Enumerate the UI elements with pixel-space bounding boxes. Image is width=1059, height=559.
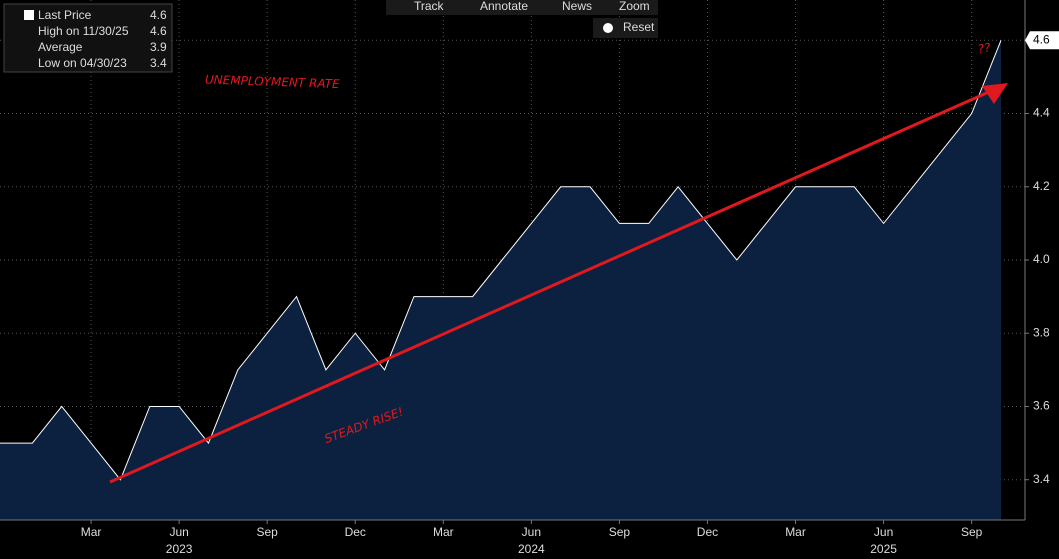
toolbar-button[interactable]: Zoom bbox=[619, 0, 650, 13]
area bbox=[0, 40, 1001, 521]
x-tick-label: Mar bbox=[785, 525, 806, 539]
arrow bbox=[109, 85, 1001, 484]
annotation: ?? bbox=[977, 40, 993, 56]
x-tick-label: Dec bbox=[697, 525, 718, 539]
y-tick-label: 4.2 bbox=[1033, 179, 1050, 193]
y-tick-label: 3.6 bbox=[1033, 399, 1050, 413]
toolbar-button[interactable]: Annotate bbox=[480, 0, 528, 13]
reset-icon bbox=[603, 23, 613, 33]
x-year-label: 2024 bbox=[518, 542, 545, 556]
x-year-label: 2025 bbox=[870, 542, 897, 556]
y-tick-label: 4.0 bbox=[1033, 252, 1050, 266]
x-tick-label: Jun bbox=[874, 525, 893, 539]
last-value-label: 4.6 bbox=[1033, 32, 1050, 46]
legend-value: 4.6 bbox=[150, 8, 167, 22]
toolbar-button[interactable]: Reset bbox=[623, 20, 655, 34]
x-tick-label: Jun bbox=[169, 525, 188, 539]
x-year-label: 2023 bbox=[166, 542, 193, 556]
line bbox=[0, 40, 1002, 481]
legend-value: 3.9 bbox=[150, 40, 167, 54]
legend: Last Price 4.6 High on 11/30/25 4.6 Average 3… bbox=[24, 8, 167, 70]
x-tick-label: Dec bbox=[345, 525, 366, 539]
legend-label: Last Price bbox=[38, 8, 92, 22]
x-tick-label: Mar bbox=[81, 525, 102, 539]
y-tick-label: 4.4 bbox=[1033, 106, 1050, 120]
x-tick-label: Sep bbox=[609, 525, 631, 539]
legend-label: Low on 04/30/23 bbox=[38, 56, 127, 70]
annotation: UNEMPLOYMENT RATE bbox=[205, 73, 340, 92]
x-tick-label: Jun bbox=[522, 525, 541, 539]
legend-value: 3.4 bbox=[150, 56, 167, 70]
x-tick-label: Sep bbox=[256, 525, 278, 539]
x-tick-label: Mar bbox=[433, 525, 454, 539]
y-tick-label: 3.8 bbox=[1033, 325, 1050, 339]
toolbar-bg bbox=[386, 0, 658, 15]
y-tick-label: 3.4 bbox=[1033, 472, 1050, 486]
legend-swatch bbox=[24, 10, 34, 20]
arrow-head bbox=[982, 83, 1008, 104]
toolbar-button[interactable]: Track bbox=[414, 0, 445, 13]
toolbar-button[interactable]: News bbox=[562, 0, 592, 13]
legend-value: 4.6 bbox=[150, 24, 167, 38]
reset-bg bbox=[593, 18, 658, 38]
plot bbox=[0, 0, 1025, 521]
last-value-box bbox=[1025, 31, 1059, 50]
legend-label: High on 11/30/25 bbox=[38, 24, 129, 38]
toolbar: Track Annotate News Zoom Reset bbox=[386, 0, 658, 38]
legend-label: Average bbox=[38, 40, 83, 54]
x-tick-label: Sep bbox=[961, 525, 983, 539]
